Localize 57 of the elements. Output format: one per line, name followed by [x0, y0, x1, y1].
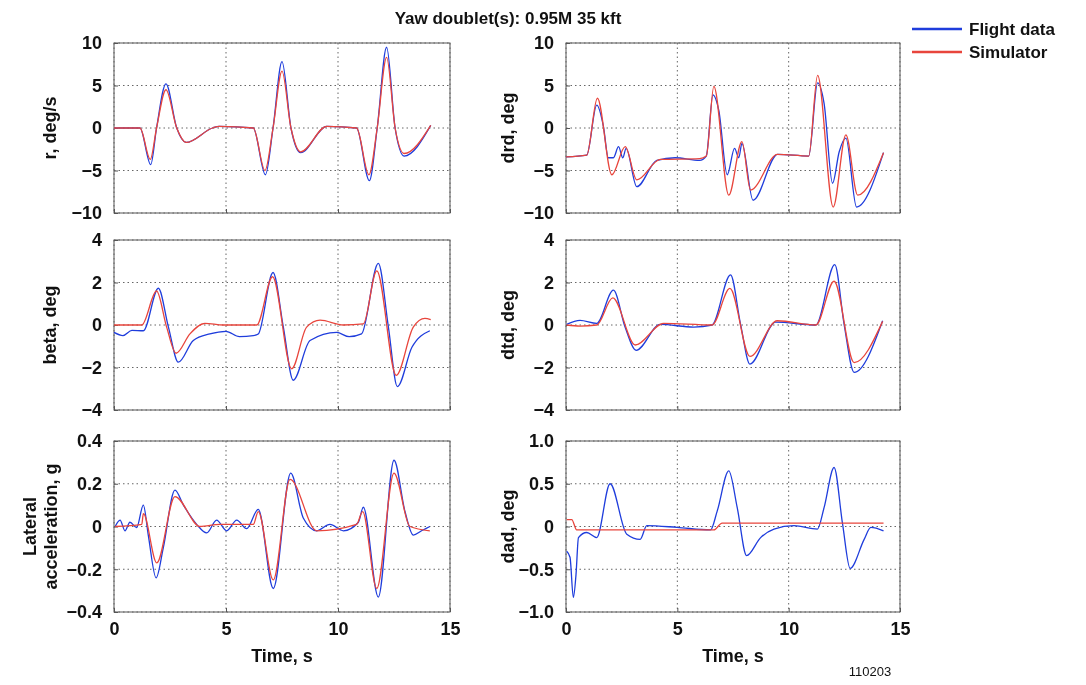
y-axis-title: Lateral acceleration, g: [20, 463, 61, 590]
x-tick-label: 10: [328, 619, 349, 640]
legend-label: Flight data: [969, 20, 1056, 39]
x-tick-label: 0: [561, 619, 572, 640]
y-tick-label: 0: [543, 118, 554, 139]
y-tick-label: 10: [81, 33, 102, 54]
y-tick-label: 0: [91, 118, 102, 139]
line-series: [113, 270, 432, 377]
y-tick-label: 0.4: [76, 431, 102, 452]
line-series: [566, 264, 884, 374]
y-tick-label: 4: [91, 230, 102, 251]
y-tick-label: −2: [533, 357, 554, 378]
y-tick-label: 0.5: [528, 474, 554, 495]
y-tick-label: −5: [533, 160, 554, 181]
y-axis-title: drd, deg: [498, 92, 518, 164]
y-tick-label: 0: [543, 315, 554, 336]
text: 110203: [848, 664, 892, 679]
x-axis-title: Time, s: [702, 646, 764, 666]
line-series: [113, 262, 431, 388]
y-axis-title: r, deg/s: [40, 96, 60, 160]
y-tick-label: 0: [91, 315, 102, 336]
y-tick-label: 10: [533, 33, 554, 54]
y-axis-title: beta, deg: [40, 285, 60, 365]
y-axis-title: dad, deg: [498, 489, 518, 564]
y-tick-label: 1.0: [528, 431, 554, 452]
line-series: [114, 459, 431, 598]
y-tick-label: 0.2: [76, 474, 102, 495]
x-tick-label: 5: [221, 619, 232, 640]
x-tick-label: 0: [109, 619, 120, 640]
y-tick-label: −0.5: [518, 559, 554, 580]
y-tick-label: −10: [523, 203, 554, 224]
x-axis-title: Time, s: [251, 646, 313, 666]
y-axis-title: dtd, deg: [498, 290, 518, 360]
y-tick-label: 2: [543, 272, 554, 293]
x-tick-label: 15: [890, 619, 911, 640]
y-tick-label: 5: [543, 75, 554, 96]
y-tick-label: −1.0: [518, 602, 554, 623]
line-series: [566, 466, 885, 599]
y-tick-label: 4: [543, 230, 554, 251]
x-tick-label: 5: [672, 619, 683, 640]
x-tick-label: 10: [779, 619, 800, 640]
y-tick-label: 5: [91, 75, 102, 96]
y-tick-label: −4: [533, 400, 554, 421]
legend-label: Simulator: [969, 43, 1048, 62]
y-tick-label: −5: [81, 160, 102, 181]
y-tick-label: −4: [81, 400, 102, 421]
line-series: [114, 472, 431, 590]
y-tick-label: 0: [543, 516, 554, 537]
y-tick-label: −0.2: [66, 559, 102, 580]
y-tick-label: −10: [71, 203, 102, 224]
y-tick-label: −2: [81, 357, 102, 378]
text: Yaw doublet(s): 0.95M 35 kft: [394, 9, 622, 28]
y-tick-label: 0: [91, 516, 102, 537]
y-tick-label: −0.4: [66, 602, 102, 623]
y-tick-label: 2: [91, 272, 102, 293]
x-tick-label: 15: [440, 619, 461, 640]
line-series: [566, 280, 884, 364]
